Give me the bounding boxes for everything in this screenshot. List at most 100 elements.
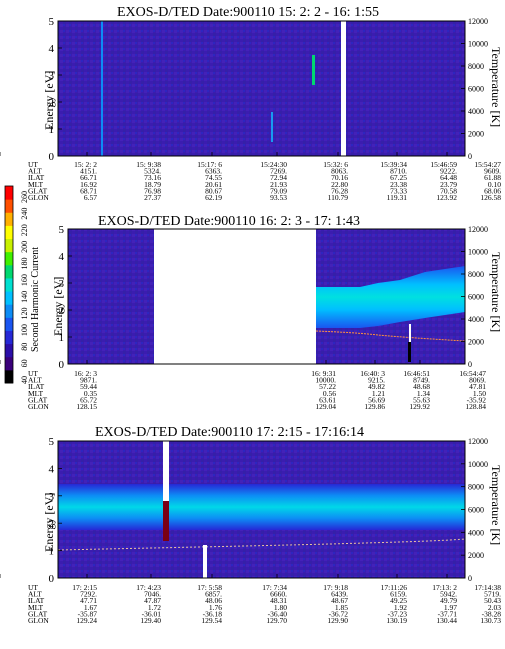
- table-cell: 79.09: [270, 186, 287, 195]
- table-cell: 73.16: [144, 173, 161, 182]
- panel-3: EXOS-D/TED Date:900110 17: 2:15 - 17:16:…: [0, 425, 503, 625]
- colorbar-swatch: [5, 277, 13, 292]
- panel-2: EXOS-D/TED Date:900110 16: 2: 3 - 17: 1:…: [0, 214, 503, 411]
- table-cell: 4151.: [80, 167, 97, 176]
- table-cell: 17: 4:23: [136, 583, 161, 592]
- table-cell: 129.04: [315, 402, 336, 411]
- row-label: GLAT: [28, 186, 48, 195]
- table-cell: 56.69: [368, 395, 385, 404]
- y-tick-label: 1: [59, 332, 65, 344]
- table-cell: 1.50: [473, 389, 486, 398]
- row-label: GLON: [28, 402, 49, 411]
- row-label: MLT: [28, 603, 44, 612]
- table-cell: 68.71: [80, 186, 97, 195]
- row-label: MLT: [28, 180, 44, 189]
- table-cell: 48.67: [331, 596, 348, 605]
- table-cell: 18.79: [144, 180, 161, 189]
- y-tick-label: 4: [49, 43, 55, 55]
- colorbar-swatch: [5, 251, 13, 266]
- table-cell: 1.85: [335, 603, 348, 612]
- table-cell: 15:24:30: [260, 160, 287, 169]
- table-cell: 66.71: [80, 173, 97, 182]
- row-label: UT: [28, 369, 38, 378]
- row-label: GLAT: [28, 609, 48, 618]
- y2-tick-label: 8000: [468, 483, 484, 492]
- colorbar-tick-label: 60: [20, 359, 29, 367]
- panel-2-temperature-curve: [315, 330, 466, 342]
- table-cell: 129.40: [140, 616, 161, 625]
- colorbar-swatch: [5, 330, 13, 345]
- table-cell: 7292.: [80, 590, 97, 599]
- y-tick-label: 3: [49, 70, 55, 82]
- y2-tick-label: 2000: [468, 130, 484, 139]
- table-cell: 15:39:34: [380, 160, 407, 169]
- table-cell: 61.88: [484, 173, 501, 182]
- table-cell: 1.92: [394, 603, 407, 612]
- row-label: UT: [28, 583, 38, 592]
- colorbar-swatch: [5, 291, 13, 305]
- colorbar-tick-label: 40: [20, 376, 29, 384]
- panel-1: EXOS-D/TED Date:900110 15: 2: 2 - 16: 1:…: [0, 5, 503, 202]
- colorbar-tick-label: 160: [20, 274, 29, 286]
- table-cell: 129.54: [201, 616, 222, 625]
- table-cell: -36.18: [203, 609, 223, 618]
- table-cell: 16:40: 3: [360, 369, 385, 378]
- colorbar-swatch: [5, 356, 13, 371]
- table-cell: 1.76: [209, 603, 222, 612]
- y-tick-label: 2: [59, 305, 65, 317]
- panel-1-title: EXOS-D/TED Date:900110 15: 2: 2 - 16: 1:…: [117, 5, 379, 20]
- table-cell: -37.71: [438, 609, 458, 618]
- table-cell: 5324.: [144, 167, 161, 176]
- table-cell: 1.34: [417, 389, 430, 398]
- table-cell: 6439.: [331, 590, 348, 599]
- table-cell: 23.38: [390, 180, 407, 189]
- table-cell: 15: 2: 2: [74, 160, 97, 169]
- table-cell: 55.63: [413, 395, 430, 404]
- table-cell: 5719.: [484, 590, 501, 599]
- table-cell: 129.70: [266, 616, 287, 625]
- table-cell: 1.21: [372, 389, 385, 398]
- panel-1-y2-ticks: 0 2000 4000 6000 8000 10000 12000: [461, 17, 488, 161]
- table-cell: 0.10: [488, 180, 501, 189]
- y2-tick-label: 10000: [468, 248, 488, 257]
- table-cell: 57.22: [319, 382, 336, 391]
- table-cell: 76.98: [144, 186, 161, 195]
- y2-tick-label: 6000: [468, 85, 484, 94]
- table-cell: -35.92: [467, 395, 487, 404]
- table-cell: 130.19: [386, 616, 407, 625]
- y-tick-label: 3: [59, 278, 65, 290]
- table-cell: 6857.: [205, 590, 222, 599]
- table-cell: 73.33: [390, 186, 407, 195]
- table-cell: -36.40: [268, 609, 288, 618]
- table-cell: 9222.: [440, 167, 457, 176]
- table-cell: 65.72: [80, 395, 97, 404]
- table-cell: 47.87: [144, 596, 161, 605]
- y2-tick-label: 6000: [468, 293, 484, 302]
- row-label: GLAT: [28, 395, 48, 404]
- y2-tick-label: 0: [468, 574, 472, 583]
- table-cell: 6363.: [205, 167, 222, 176]
- table-cell: 128.84: [465, 402, 486, 411]
- panel-2-y2label: Temperature [K]: [489, 252, 503, 332]
- colorbar-tick-labels: 40 60 80 100 120 140 160 180 200 220 240 260: [20, 191, 29, 384]
- table-cell: 15:46:59: [430, 160, 457, 169]
- table-cell: -37.23: [388, 609, 408, 618]
- table-cell: 129.90: [327, 616, 348, 625]
- table-cell: 129.86: [364, 402, 385, 411]
- y2-tick-label: 6000: [468, 506, 484, 515]
- table-cell: 0.35: [84, 389, 97, 398]
- panel-1-heatmap: [58, 21, 465, 156]
- y-tick-label: 0: [49, 151, 55, 163]
- y2-tick-label: 8000: [468, 270, 484, 279]
- table-cell: 70.58: [440, 186, 457, 195]
- table-cell: 0.56: [323, 389, 336, 398]
- table-cell: 76.28: [331, 186, 348, 195]
- panel-3-y2-ticks: 0 2000 4000 6000 8000 10000 12000: [461, 437, 488, 583]
- panel-1-feature-1: [101, 21, 103, 156]
- table-cell: -35.87: [78, 609, 98, 618]
- table-cell: 70.16: [331, 173, 348, 182]
- row-label: ALT: [28, 167, 42, 176]
